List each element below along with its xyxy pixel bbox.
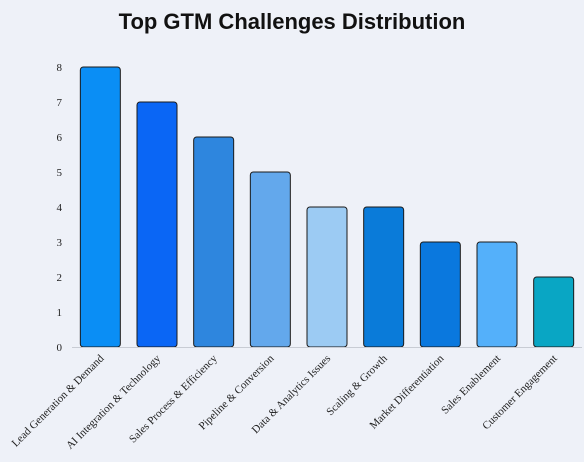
chart-title: Top GTM Challenges Distribution [118,9,466,34]
x-tick-label: Sales Enablement [439,353,503,417]
y-tick-label: 0 [57,342,63,354]
bar[interactable] [419,241,461,348]
x-tick-label: Lead Generation & Demand [10,352,107,449]
y-tick-label: 1 [57,307,63,319]
y-axis: 0 1 2 3 4 5 6 7 8 [57,62,63,354]
bar[interactable] [476,241,518,348]
bar[interactable] [79,66,121,348]
y-tick-label: 8 [57,62,63,74]
y-tick-label: 4 [57,202,63,214]
bar[interactable] [533,276,575,348]
bar[interactable] [193,136,235,348]
y-tick-label: 6 [57,132,63,144]
bars-group [79,66,575,348]
y-tick-label: 7 [57,97,63,109]
y-tick-label: 5 [57,167,63,179]
x-tick-label: AI Integration & Technology [64,352,164,452]
bar[interactable] [363,206,405,348]
y-tick-label: 3 [57,237,63,249]
y-tick-label: 2 [57,272,63,284]
bar[interactable] [136,101,178,348]
bar[interactable] [249,171,291,348]
x-tick-label: Scaling & Growth [324,352,390,418]
bar[interactable] [306,206,348,348]
